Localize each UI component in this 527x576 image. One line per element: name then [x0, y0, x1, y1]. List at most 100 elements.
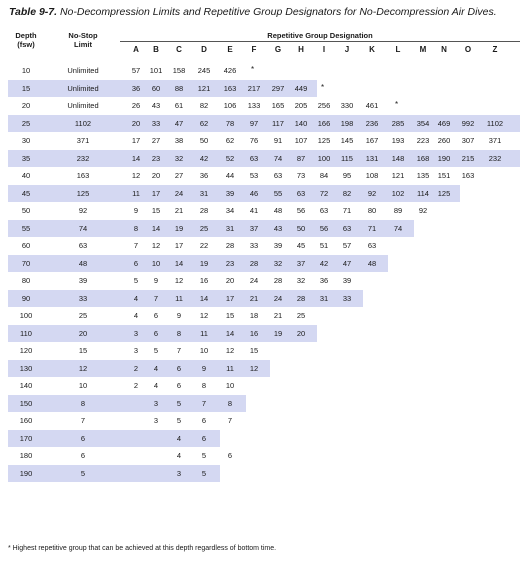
- group-cell: 10: [151, 258, 161, 268]
- group-cell: 63: [296, 188, 306, 198]
- group-cell: 9: [153, 276, 159, 285]
- row-band: [8, 185, 460, 202]
- group-cell: 42: [319, 258, 329, 268]
- group-cell: 7: [201, 398, 207, 408]
- limit-cell: 12: [78, 363, 88, 373]
- group-cell: 28: [249, 258, 259, 268]
- group-cell: 7: [153, 293, 159, 303]
- depth-header: Depth (fsw): [15, 31, 37, 49]
- group-cell: 11: [226, 363, 234, 373]
- footnote: * Highest repetitive group that can be a…: [8, 545, 277, 552]
- group-cell: 245: [197, 66, 211, 75]
- group-cell: 14: [174, 258, 184, 268]
- group-cell: 5: [176, 416, 182, 425]
- group-cell: 28: [225, 241, 235, 250]
- row-band: [8, 325, 317, 342]
- group-cell: 73: [296, 171, 306, 180]
- limit-cell: 1102: [74, 118, 92, 128]
- asterisk-marker: *: [321, 82, 325, 92]
- asterisk-marker: *: [395, 100, 399, 109]
- group-cell: 236: [365, 118, 379, 128]
- row-band: [8, 255, 388, 272]
- group-cell: 26: [131, 101, 141, 110]
- group-cell: 7: [133, 241, 139, 250]
- group-cell: 125: [317, 136, 331, 145]
- group-cell: 63: [273, 171, 283, 180]
- limit-cell: 6: [80, 433, 86, 443]
- group-cell: 4: [133, 311, 139, 320]
- group-cell: 5: [201, 451, 207, 460]
- limit-cell: 125: [76, 188, 90, 198]
- group-cell: 307: [461, 136, 475, 145]
- group-cell: 167: [365, 136, 379, 145]
- group-cell: 17: [151, 188, 161, 198]
- group-cell: 44: [225, 171, 235, 180]
- depth-cell: 140: [19, 381, 33, 390]
- table-caption-text: No-Decompression Limits and Repetitive G…: [59, 6, 497, 18]
- group-cell: 3: [133, 328, 139, 338]
- row-band: [8, 80, 317, 97]
- group-cell: 39: [225, 188, 235, 198]
- group-cell: 193: [391, 136, 405, 145]
- group-cell: 3: [153, 416, 159, 425]
- group-cell: 17: [131, 136, 141, 145]
- group-cell: 48: [367, 258, 377, 268]
- depth-cell: 90: [21, 293, 31, 303]
- group-cell: 11: [132, 188, 140, 198]
- group-cell: 100: [317, 153, 331, 163]
- group-cell: 62: [199, 118, 209, 128]
- group-letter-b: B: [153, 45, 159, 54]
- group-cell: 21: [273, 311, 283, 320]
- limit-cell: 15: [78, 346, 88, 355]
- limit-cell: Unlimited: [67, 66, 99, 75]
- group-cell: 6: [176, 363, 182, 373]
- group-cell: 5: [133, 276, 139, 285]
- limit-cell: 33: [78, 293, 88, 303]
- row-band: [8, 290, 363, 307]
- table-title: Table 9-7. No-Decompression Limits and R…: [9, 5, 497, 19]
- group-cell: 148: [391, 153, 405, 163]
- group-cell: 232: [488, 153, 502, 163]
- depth-cell: 55: [21, 223, 31, 233]
- group-cell: 42: [199, 153, 209, 163]
- group-cell: 19: [174, 223, 184, 233]
- group-cell: 4: [133, 293, 139, 303]
- group-cell: 21: [249, 293, 259, 303]
- group-cell: 31: [319, 293, 329, 303]
- group-cell: 9: [201, 363, 207, 373]
- group-cell: 461: [365, 101, 379, 110]
- group-letter-a: A: [133, 45, 139, 54]
- depth-cell: 70: [21, 258, 31, 268]
- group-cell: 16: [249, 328, 259, 338]
- depth-cell: 35: [21, 153, 31, 163]
- group-cell: 121: [197, 83, 211, 93]
- limit-cell: 8: [80, 398, 86, 408]
- group-cell: 87: [296, 153, 306, 163]
- group-cell: 15: [151, 206, 161, 215]
- group-cell: 74: [273, 153, 283, 163]
- group-cell: 50: [199, 136, 209, 145]
- depth-cell: 15: [21, 83, 31, 93]
- group-letter-m: M: [419, 45, 427, 54]
- group-cell: 78: [225, 118, 235, 128]
- group-cell: 108: [365, 171, 379, 180]
- group-cell: 55: [273, 188, 283, 198]
- group-cell: 371: [488, 136, 502, 145]
- group-cell: 166: [317, 118, 331, 128]
- group-cell: 217: [247, 83, 261, 93]
- group-cell: 297: [271, 83, 285, 93]
- group-cell: 37: [249, 223, 259, 233]
- group-cell: 114: [417, 188, 429, 198]
- limit-cell: 39: [78, 276, 88, 285]
- group-cell: 223: [416, 136, 430, 145]
- limit-cell: 163: [76, 171, 90, 180]
- group-cell: 6: [153, 311, 159, 320]
- group-cell: 41: [249, 206, 259, 215]
- depth-cell: 80: [21, 276, 31, 285]
- group-cell: 1102: [486, 118, 504, 128]
- group-cell: 117: [272, 118, 284, 128]
- group-cell: 84: [319, 171, 329, 180]
- group-cell: 17: [174, 241, 184, 250]
- group-cell: 56: [319, 223, 329, 233]
- group-cell: 9: [176, 311, 182, 320]
